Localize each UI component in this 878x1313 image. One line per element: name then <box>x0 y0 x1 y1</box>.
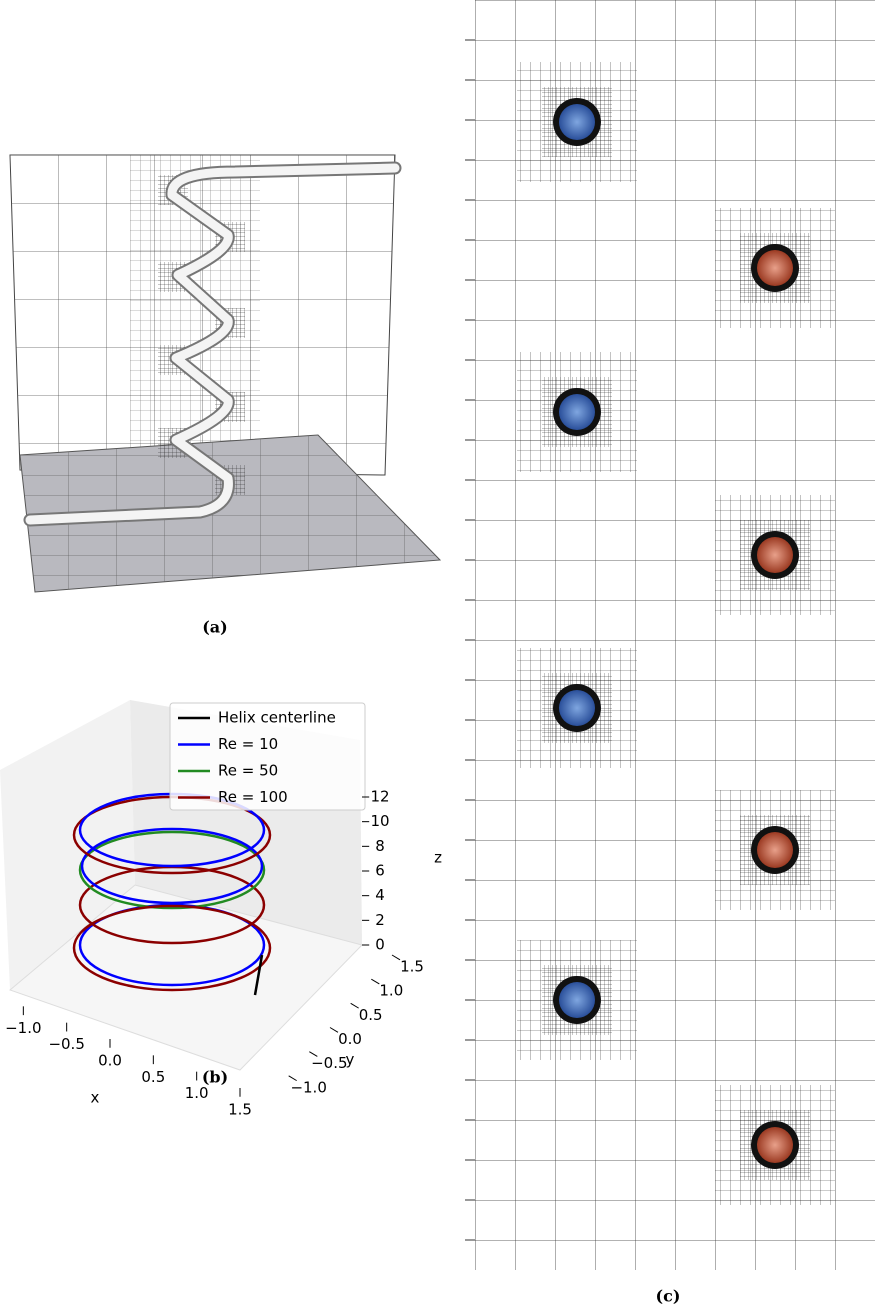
z-tick-label: 4 <box>375 886 385 904</box>
legend-label: Re = 10 <box>218 735 278 753</box>
x-tick-label: 1.0 <box>185 1084 209 1102</box>
figure: (a) x y z (b) −1.0−0.50.00.51.01.5−1.0−0… <box>0 0 878 1313</box>
y-tick-label: −0.5 <box>311 1054 347 1072</box>
z-tick-label: 6 <box>375 862 385 880</box>
panel-c: (c) <box>465 0 875 1306</box>
z-tick-label: 8 <box>375 837 385 855</box>
y-tick <box>392 955 400 960</box>
x-tick-label: 1.5 <box>228 1101 252 1119</box>
y-tick <box>371 979 379 984</box>
legend-label: Re = 100 <box>218 788 288 806</box>
y-tick-label: −1.0 <box>290 1078 326 1096</box>
y-tick-label: 0.0 <box>338 1030 362 1048</box>
particle <box>559 690 595 726</box>
legend-label: Helix centerline <box>218 709 336 727</box>
caption: (a) <box>202 618 228 637</box>
z-tick-label: 10 <box>370 812 389 830</box>
panel-b: x y z (b) −1.0−0.50.00.51.01.5−1.0−0.50.… <box>0 700 442 1119</box>
particle <box>757 537 793 573</box>
particle <box>559 104 595 140</box>
caption: (c) <box>656 1287 681 1306</box>
z-tick-label: 12 <box>370 788 389 806</box>
particle <box>559 394 595 430</box>
particle <box>559 982 595 1018</box>
y-tick-label: 1.5 <box>400 958 424 976</box>
particle <box>757 1127 793 1163</box>
x-axis-label: x <box>91 1089 100 1107</box>
particle <box>757 250 793 286</box>
y-tick-label: 1.0 <box>379 982 403 1000</box>
legend-label: Re = 50 <box>218 762 278 780</box>
x-tick-label: 0.5 <box>141 1068 165 1086</box>
mesh <box>475 0 875 1270</box>
z-axis-label: z <box>434 849 442 867</box>
x-tick-label: 0.0 <box>98 1052 122 1070</box>
y-tick <box>351 1003 359 1008</box>
y-tick-label: 0.5 <box>359 1006 383 1024</box>
y-tick <box>330 1028 338 1033</box>
z-tick-label: 2 <box>375 911 385 929</box>
particle <box>757 832 793 868</box>
x-tick-label: −1.0 <box>5 1019 41 1037</box>
panel-a: (a) <box>10 155 440 637</box>
z-tick-label: 0 <box>375 936 385 954</box>
x-tick-label: −0.5 <box>48 1035 84 1053</box>
